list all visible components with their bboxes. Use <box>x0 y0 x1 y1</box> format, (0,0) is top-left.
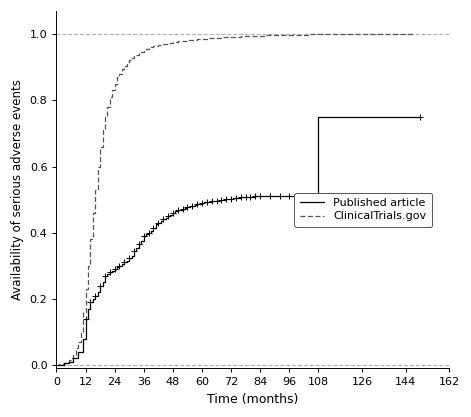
Legend: Published article, ClinicalTrials.gov: Published article, ClinicalTrials.gov <box>294 193 432 227</box>
Y-axis label: Availability of serious adverse events: Availability of serious adverse events <box>11 79 24 300</box>
X-axis label: Time (months): Time (months) <box>207 393 299 406</box>
